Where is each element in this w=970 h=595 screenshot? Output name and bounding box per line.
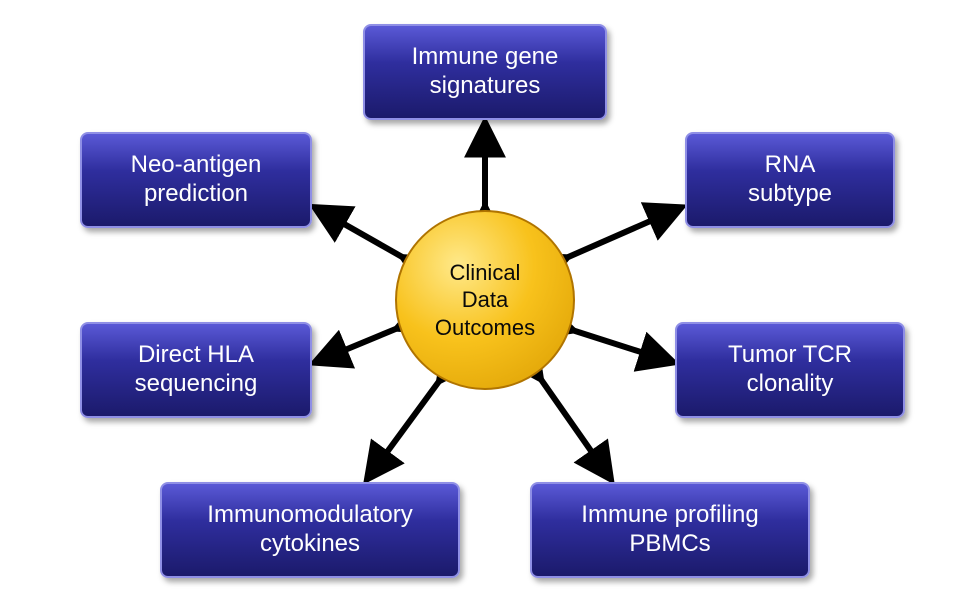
node-label: RNA subtype <box>748 151 832 209</box>
node-direct-hla-sequencing: Direct HLA sequencing <box>80 322 312 418</box>
node-immunomodulatory-cytokines: Immunomodulatory cytokines <box>160 482 460 578</box>
diagram-canvas: Clinical Data Outcomes Immune gene signa… <box>0 0 970 595</box>
node-label: Direct HLA sequencing <box>135 341 258 399</box>
node-label: Tumor TCR clonality <box>728 341 852 399</box>
node-label: Neo-antigen prediction <box>131 151 262 209</box>
node-rna-subtype: RNA subtype <box>685 132 895 228</box>
node-label: Immunomodulatory cytokines <box>207 501 412 559</box>
node-label: Immune gene signatures <box>412 43 559 101</box>
edge-neo-antigen-prediction <box>316 208 404 258</box>
edge-immunomodulatory-cytokines <box>368 380 440 478</box>
node-neo-antigen-prediction: Neo-antigen prediction <box>80 132 312 228</box>
node-immune-gene-signatures: Immune gene signatures <box>363 24 607 120</box>
edge-immune-profiling-pbmcs <box>540 378 610 478</box>
center-node: Clinical Data Outcomes <box>395 210 575 390</box>
center-label: Clinical Data Outcomes <box>435 259 535 342</box>
edge-direct-hla-sequencing <box>316 328 398 362</box>
node-immune-profiling-pbmcs: Immune profiling PBMCs <box>530 482 810 578</box>
edge-rna-subtype <box>566 208 680 258</box>
node-label: Immune profiling PBMCs <box>581 501 758 559</box>
edge-tumor-tcr-clonality <box>572 330 672 362</box>
node-tumor-tcr-clonality: Tumor TCR clonality <box>675 322 905 418</box>
